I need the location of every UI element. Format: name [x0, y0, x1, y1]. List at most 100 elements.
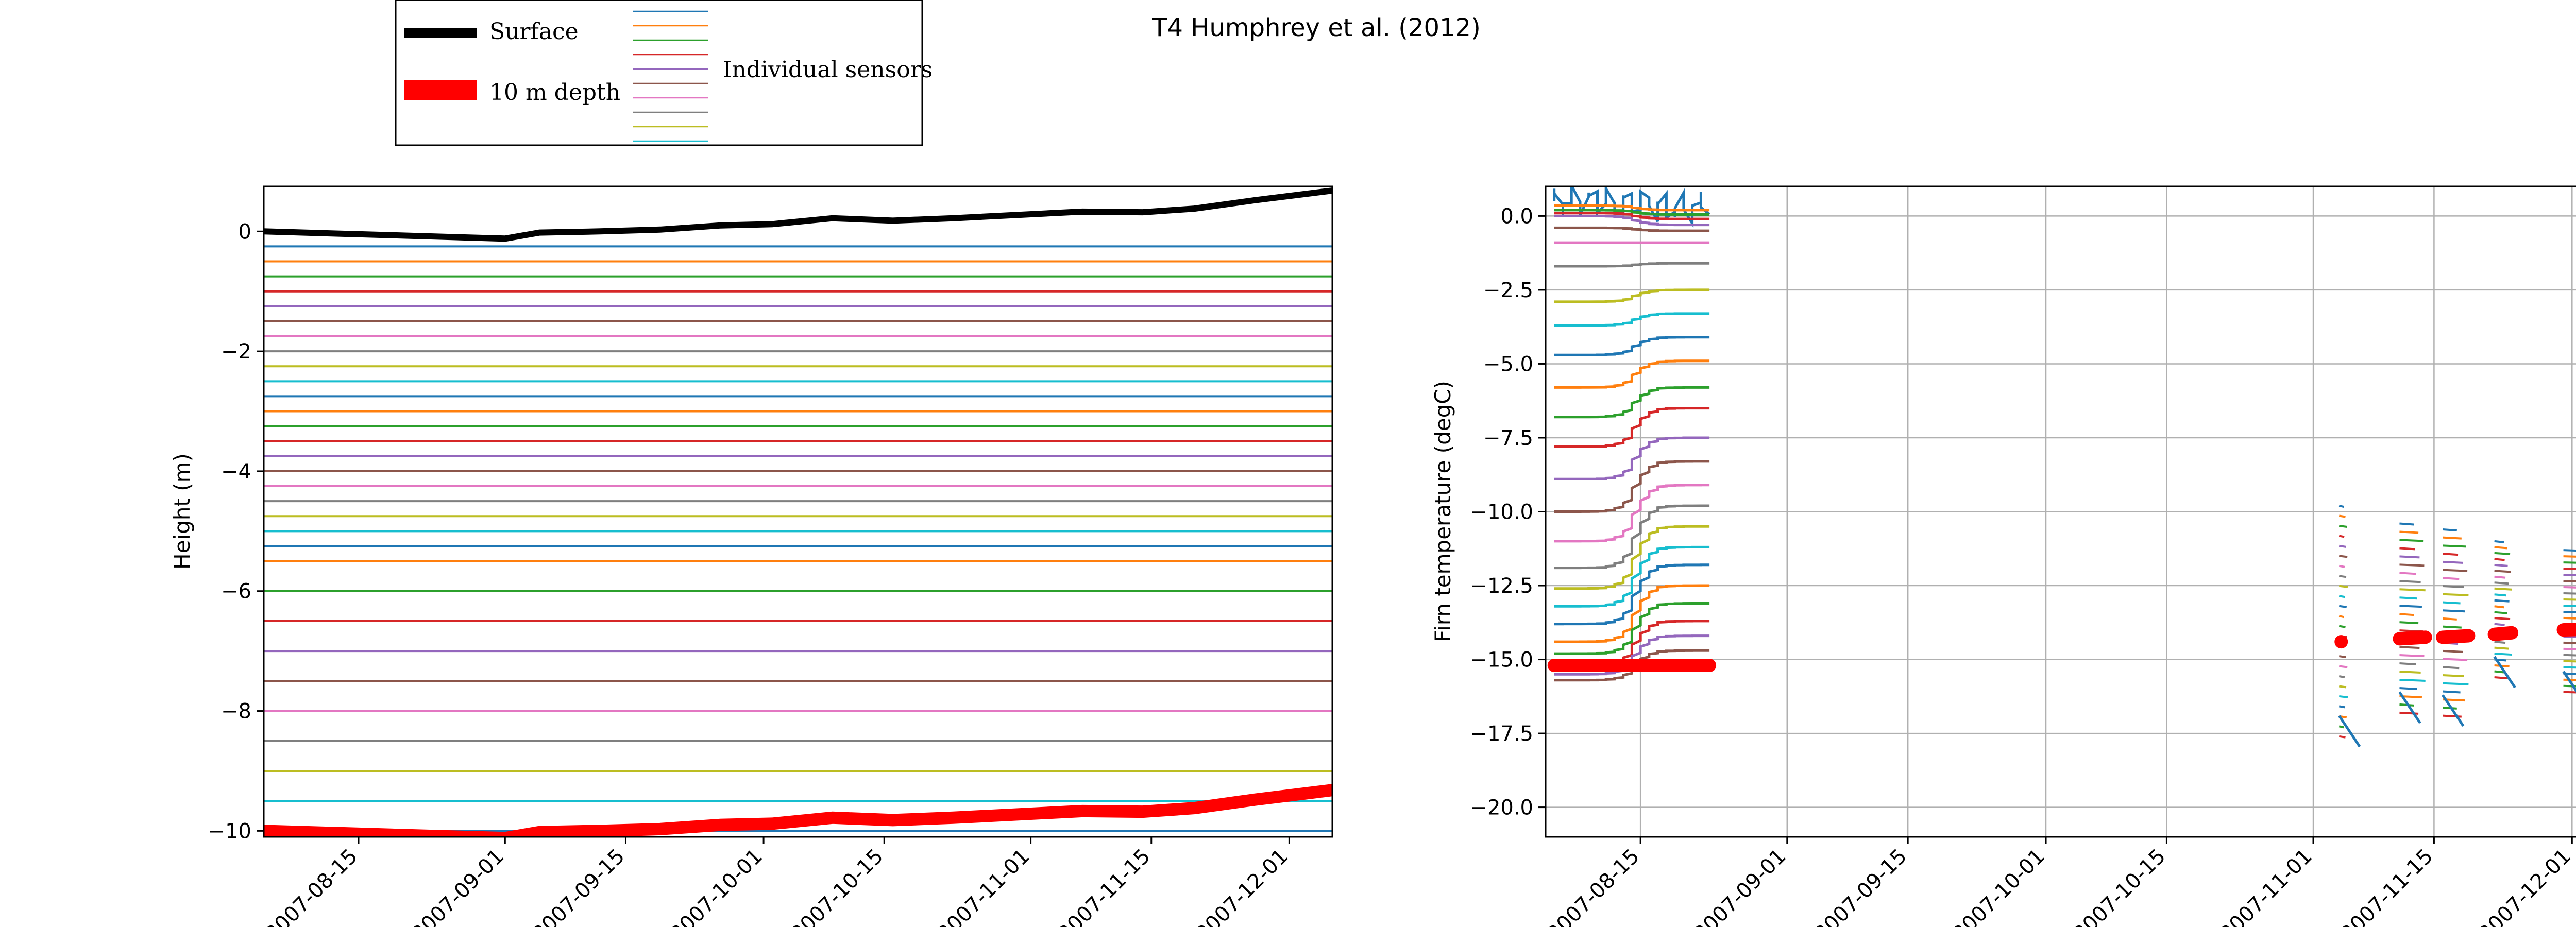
- sensor-temperature-burst: [2338, 605, 2347, 608]
- sensor-temperature-burst: [2563, 666, 2576, 669]
- shallow-sensor-burst: [2398, 691, 2421, 724]
- sensor-temperature-burst: [2494, 540, 2504, 543]
- sensor-temperature-burst: [2399, 588, 2426, 592]
- sensor-temperature-burst: [2563, 635, 2576, 638]
- y-tick-label: −7.5: [1483, 426, 1533, 450]
- sensor-temperature-burst: [2399, 572, 2416, 575]
- sensor-temperature-burst: [2563, 610, 2576, 613]
- temperature-y-label: Firn temperature (degC): [1430, 381, 1455, 642]
- legend-surface-label: Surface: [489, 19, 579, 45]
- x-tick-label: 2007-11-01: [2215, 845, 2317, 927]
- sensor-temperature-burst: [2443, 706, 2457, 710]
- sensor-temperature-burst: [2563, 641, 2576, 644]
- shallow-sensor-burst: [2562, 671, 2576, 693]
- sensor-temperature-burst: [2494, 593, 2506, 597]
- sensor-temperature-line: [1554, 288, 1710, 303]
- x-tick-label: 2007-11-15: [2336, 845, 2438, 927]
- sensor-temperature-burst: [2338, 655, 2346, 659]
- y-tick-label: −15.0: [1470, 648, 1533, 672]
- sensor-temperature-burst: [2399, 646, 2420, 649]
- depth10-temperature-point: [2334, 635, 2348, 649]
- sensor-temperature-burst: [2399, 563, 2425, 567]
- sensor-temperature-burst: [2443, 609, 2465, 613]
- sensor-temperature-burst: [2338, 564, 2345, 568]
- sensor-temperature-burst: [2443, 601, 2461, 605]
- sensor-temperature-line: [1554, 407, 1710, 448]
- sensor-temperature-line: [1554, 226, 1710, 232]
- sensor-temperature-burst: [2399, 654, 2425, 658]
- sensor-temperature-burst: [2443, 569, 2468, 572]
- sensor-temperature-burst: [2443, 649, 2463, 653]
- sensor-temperature-burst: [2563, 592, 2576, 595]
- sensor-temperature-burst: [2338, 544, 2346, 548]
- sensor-temperature-burst: [2399, 671, 2421, 674]
- sensor-temperature-burst: [2339, 665, 2348, 668]
- x-tick-label: 2007-10-01: [1948, 845, 2049, 927]
- sensor-temperature-burst: [2338, 675, 2345, 678]
- temperature-x-ticks: 2007-08-15 2007-09-01 2007-09-15 2007-10-01…: [1543, 837, 2575, 927]
- x-tick-label: 2007-09-01: [1689, 845, 1791, 927]
- y-tick-label: −8: [221, 700, 251, 724]
- sensor-temperature-line: [1554, 204, 1710, 212]
- shallow-sensor-burst: [2442, 694, 2465, 727]
- sensor-temperature-burst: [2494, 563, 2508, 567]
- sensor-temperature-line: [1554, 436, 1710, 480]
- sensor-temperature-burst: [2443, 544, 2466, 548]
- sensor-temperature-burst: [2443, 553, 2459, 556]
- sensor-temperature-burst: [2338, 514, 2346, 518]
- sensor-temperature-line: [1554, 312, 1710, 327]
- height-series: [264, 187, 1332, 837]
- sensor-temperature-burst: [2563, 580, 2576, 582]
- sensor-temperature-burst: [2494, 581, 2509, 585]
- sensor-temperature-burst: [2563, 672, 2576, 675]
- x-tick-label: 2007-10-15: [786, 845, 888, 927]
- sensor-temperature-line: [1554, 262, 1710, 268]
- depth10-temperature-point: [2556, 623, 2576, 637]
- sensor-temperature-line: [1554, 484, 1710, 543]
- sensor-temperature-burst: [2494, 676, 2507, 679]
- sensor-temperature-burst: [2338, 575, 2347, 578]
- depth10-temperature-point: [2487, 626, 2519, 641]
- sensor-temperature-burst: [2563, 574, 2576, 576]
- sensor-temperature-burst: [2399, 711, 2419, 715]
- sensor-temperature-burst: [2494, 599, 2510, 603]
- sensor-temperature-line: [1554, 525, 1710, 590]
- sensor-temperature-burst: [2443, 593, 2469, 596]
- sensor-temperature-line: [1554, 634, 1710, 676]
- depth10-temperature-point: [2436, 629, 2476, 644]
- y-tick-label: −17.5: [1470, 722, 1533, 746]
- sensor-temperature-burst: [2338, 615, 2344, 619]
- sensor-temperature-burst: [2494, 605, 2504, 609]
- sensor-temperature-burst: [2443, 617, 2457, 621]
- x-tick-label: 2007-10-01: [666, 845, 767, 927]
- sensor-temperature-line: [1554, 336, 1710, 356]
- sensor-temperature-burst: [2339, 695, 2348, 698]
- sensor-temperature-burst: [2563, 647, 2576, 650]
- sensor-temperature-burst: [2443, 690, 2461, 694]
- sensor-temperature-line: [1554, 386, 1710, 419]
- sensor-temperature-burst: [2399, 605, 2422, 608]
- legend-sensors-label: Individual sensors: [723, 57, 933, 83]
- y-tick-label: −2.5: [1483, 279, 1533, 302]
- x-tick-label: 2007-11-15: [1054, 845, 1155, 927]
- y-tick-label: −2: [221, 340, 251, 364]
- sensor-temperature-burst: [2563, 604, 2576, 607]
- y-tick-label: 0.0: [1500, 204, 1533, 228]
- sensor-temperature-burst: [2443, 577, 2460, 580]
- sensor-temperature-burst: [2563, 678, 2576, 681]
- sensor-temperature-burst: [2399, 555, 2420, 559]
- sensor-temperature-burst: [2494, 653, 2512, 656]
- sensor-temperature-burst: [2494, 641, 2506, 644]
- legend-frame: [395, 0, 923, 146]
- sensor-temperature-burst: [2563, 568, 2576, 570]
- y-tick-label: −20.0: [1470, 796, 1533, 820]
- x-tick-label: 2007-09-15: [1810, 845, 1911, 927]
- sensor-temperature-line: [1554, 212, 1710, 220]
- sensor-temperature-line: [1554, 584, 1710, 643]
- sensor-temperature-line: [1554, 209, 1710, 216]
- depth10-temperature-point: [2393, 630, 2432, 646]
- temperature-grid: [1546, 186, 2576, 837]
- y-tick-label: −10.0: [1470, 501, 1533, 524]
- sensor-temperature-burst: [2563, 616, 2576, 620]
